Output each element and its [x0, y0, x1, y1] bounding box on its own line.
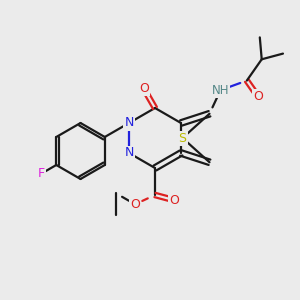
- Text: O: O: [130, 198, 140, 211]
- Text: NH: NH: [212, 84, 229, 97]
- Text: O: O: [253, 91, 263, 103]
- Text: N: N: [124, 146, 134, 160]
- Text: O: O: [139, 82, 149, 95]
- Text: O: O: [169, 194, 179, 207]
- Text: F: F: [38, 167, 45, 180]
- Text: S: S: [178, 131, 187, 145]
- Text: N: N: [124, 116, 134, 130]
